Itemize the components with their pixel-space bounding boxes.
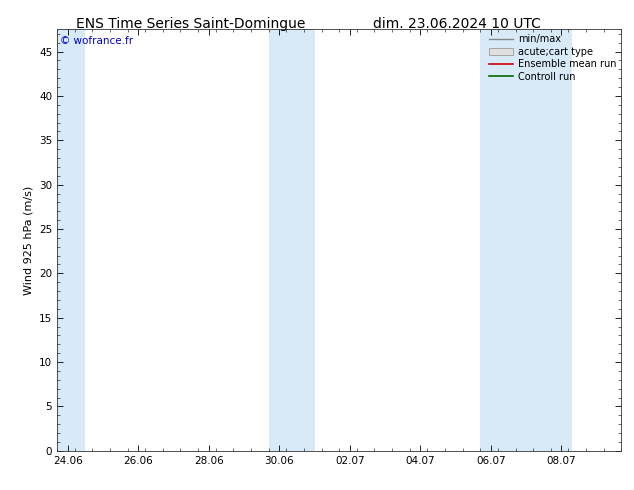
Bar <box>481 29 572 451</box>
Text: © wofrance.fr: © wofrance.fr <box>60 36 133 46</box>
Text: ENS Time Series Saint-Domingue: ENS Time Series Saint-Domingue <box>75 17 305 31</box>
Legend: min/max, acute;cart type, Ensemble mean run, Controll run: min/max, acute;cart type, Ensemble mean … <box>486 31 619 84</box>
Text: dim. 23.06.2024 10 UTC: dim. 23.06.2024 10 UTC <box>373 17 540 31</box>
Bar <box>269 29 314 451</box>
Y-axis label: Wind 925 hPa (m/s): Wind 925 hPa (m/s) <box>23 186 34 294</box>
Bar <box>57 29 85 451</box>
